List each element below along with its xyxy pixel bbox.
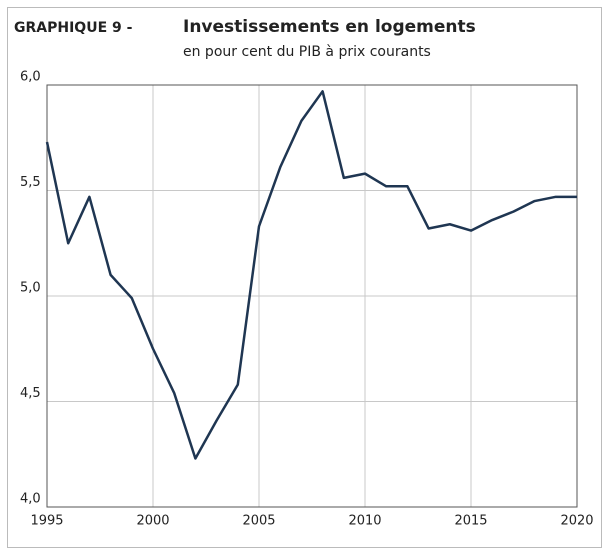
line-series bbox=[45, 90, 577, 460]
chart-label: GRAPHIQUE 9 - bbox=[14, 20, 133, 36]
y-tick-label: 5,5 bbox=[20, 175, 41, 190]
x-tick-label: 2000 bbox=[136, 514, 169, 529]
chart-subtitle: en pour cent du PIB à prix courants bbox=[183, 44, 431, 60]
y-tick-label: 6,0 bbox=[20, 70, 41, 85]
x-tick-label: 2015 bbox=[454, 514, 487, 529]
y-tick-label: 4,0 bbox=[20, 492, 41, 507]
x-tick-label: 1995 bbox=[30, 514, 63, 529]
plot-border bbox=[46, 84, 578, 508]
x-tick-label: 2005 bbox=[242, 514, 275, 529]
frame bbox=[7, 7, 602, 548]
y-tick-label: 4,5 bbox=[20, 386, 41, 401]
chart-title: Investissements en logements bbox=[183, 17, 476, 37]
y-tick-label: 5,0 bbox=[20, 281, 41, 296]
x-tick-label: 2010 bbox=[348, 514, 381, 529]
x-tick-label: 2020 bbox=[560, 514, 593, 529]
